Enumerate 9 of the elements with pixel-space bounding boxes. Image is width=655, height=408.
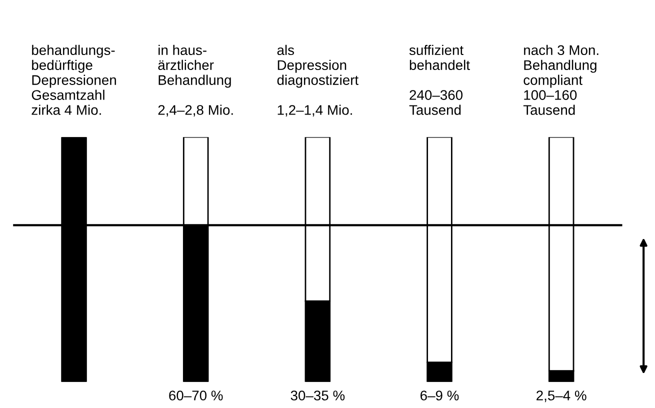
x-tick-label: nach 3 Mon. Behandlung compliant 100–160 Tausend bbox=[523, 44, 598, 115]
annotation: 30–35 % bbox=[290, 390, 345, 400]
annotation: 2,5–4 % bbox=[536, 390, 586, 402]
annotation: 6–9 % bbox=[420, 390, 459, 400]
category-label: als Depression diagnostiziert 1,2–1,4 Mio. bbox=[277, 44, 358, 117]
category-label: suffizient behandelt 240–360 Tausend bbox=[409, 44, 470, 115]
x-tick-label: behandlungs- bedürftige Depressionen Gesamtzahl zirka 4 Mio. bbox=[32, 44, 116, 115]
annotation: 60–70 % bbox=[169, 390, 223, 400]
category-label: in haus- ärztlicher Behandlung 2,4–2,8 Mio. bbox=[158, 44, 233, 117]
